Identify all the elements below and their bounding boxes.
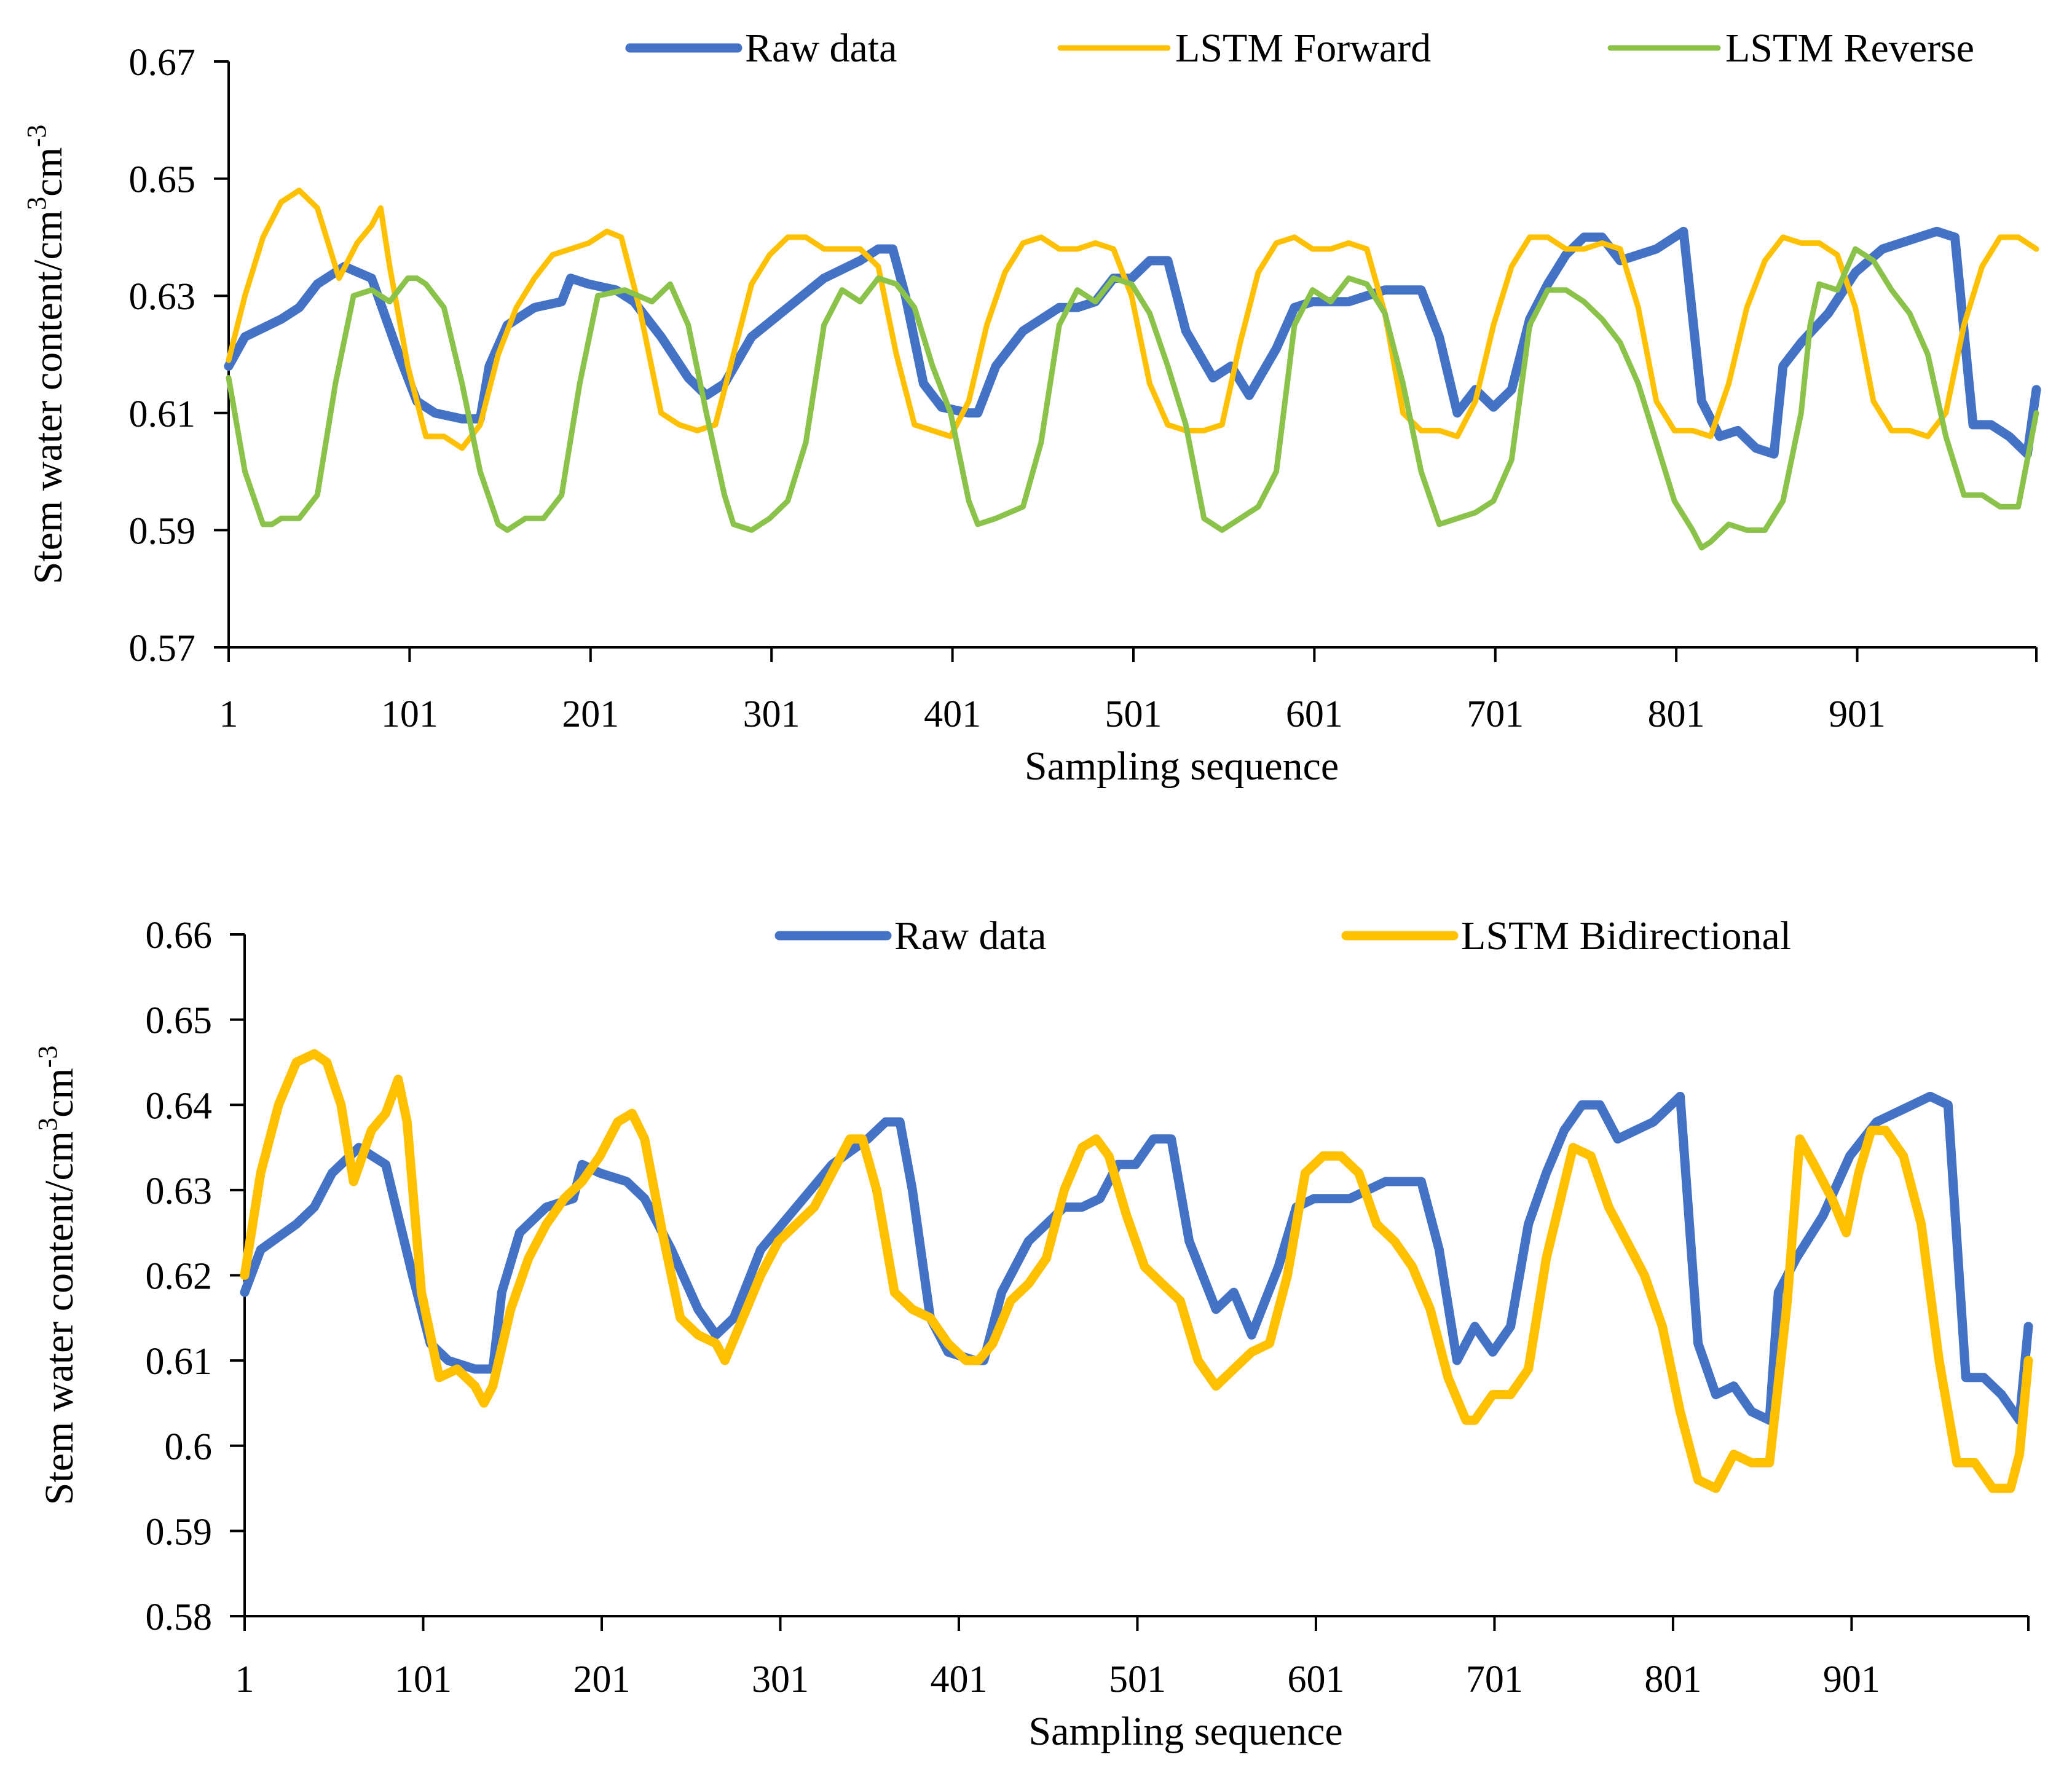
- y-tick-label: 0.57: [129, 628, 196, 669]
- y-tick-label: 0.62: [146, 1256, 213, 1298]
- chart-top: 0.57 0.59 0.61 0.63 0.65 0.67 1 101 201 301 401 501…: [22, 26, 2041, 789]
- legend-label: Raw data: [894, 914, 1046, 958]
- y-axis-title-text: Stem water content/cm: [37, 1131, 82, 1505]
- legend-label: LSTM Reverse: [1725, 26, 1974, 71]
- x-tick-label: 301: [752, 1659, 809, 1700]
- x-tick-label: 701: [1467, 693, 1524, 735]
- legend-label: LSTM Bidirectional: [1461, 914, 1791, 958]
- series-line-lstm-forward: [226, 187, 2039, 451]
- x-tick-label: 801: [1644, 1659, 1701, 1700]
- x-tick-label: 101: [381, 693, 438, 735]
- y-axis-title-unit: cm: [26, 147, 71, 197]
- y-tick-label: 0.63: [146, 1170, 213, 1212]
- x-tick-label: 201: [562, 693, 619, 735]
- x-tick-label: 601: [1286, 693, 1343, 735]
- y-tick-label: 0.64: [146, 1085, 213, 1127]
- y-axis-title: Stem water content/cm3cm-3: [22, 125, 71, 585]
- x-axis-title: Sampling sequence: [1028, 1709, 1342, 1754]
- y-tick-label: 0.65: [129, 159, 196, 201]
- y-tick-label: 0.59: [129, 510, 196, 552]
- x-tick-label: 801: [1648, 693, 1705, 735]
- x-tick-label: 901: [1829, 693, 1886, 735]
- x-tick-label: 601: [1287, 1659, 1344, 1700]
- y-axis-title-sup: 3: [22, 197, 52, 210]
- x-tick-label: 101: [395, 1659, 452, 1700]
- x-tick-label: 401: [930, 1659, 987, 1700]
- x-tick-label: 701: [1466, 1659, 1523, 1700]
- chart-bottom: 0.58 0.59 0.6 0.61 0.62 0.63 0.64 0.65 0.66 1 101 2…: [33, 914, 2033, 1754]
- x-tick-label: 1: [235, 1659, 254, 1700]
- y-tick-label: 0.63: [129, 276, 196, 318]
- x-tick-label: 301: [743, 693, 800, 735]
- y-tick-label: 0.65: [146, 1000, 213, 1042]
- y-axis-title-sup: -3: [33, 1046, 63, 1068]
- y-tick-label: 0.58: [146, 1597, 213, 1638]
- legend-label: Raw data: [745, 26, 897, 71]
- y-tick-label: 0.61: [146, 1341, 213, 1383]
- series-line-lstm-reverse: [226, 246, 2039, 551]
- x-tick-label: 901: [1823, 1659, 1880, 1700]
- x-tick-label: 1: [219, 693, 238, 735]
- y-axis-title-text: Stem water content/cm: [26, 210, 71, 584]
- series-line-lstm-bidirectional: [240, 1049, 2033, 1493]
- x-tick-label: 201: [573, 1659, 630, 1700]
- legend-label: LSTM Forward: [1175, 26, 1431, 71]
- y-tick-label: 0.66: [146, 915, 213, 957]
- y-axis-title-sup: -3: [22, 125, 52, 148]
- y-axis-title: Stem water content/cm3cm-3: [33, 1046, 82, 1506]
- x-tick-label: 501: [1105, 693, 1162, 735]
- y-tick-label: 0.67: [129, 42, 196, 84]
- x-tick-label: 401: [924, 693, 981, 735]
- y-tick-label: 0.6: [165, 1426, 213, 1468]
- x-tick-label: 501: [1109, 1659, 1166, 1700]
- y-axis-title-sup: 3: [33, 1118, 63, 1131]
- y-axis-title-unit: cm: [37, 1068, 82, 1118]
- x-axis-title: Sampling sequence: [1025, 744, 1339, 789]
- y-tick-label: 0.59: [146, 1511, 213, 1553]
- series-line-raw-data: [224, 226, 2041, 459]
- y-tick-label: 0.61: [129, 393, 196, 435]
